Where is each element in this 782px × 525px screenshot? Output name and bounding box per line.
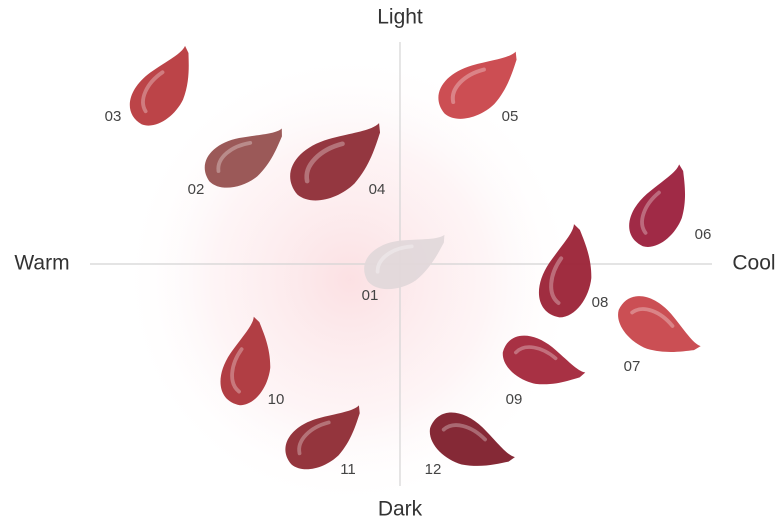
swatch-label: 03	[105, 108, 122, 125]
swatch	[285, 405, 360, 470]
swatch	[429, 412, 515, 466]
swatch-label: 10	[268, 391, 285, 408]
swatch-highlight	[297, 420, 331, 456]
swatch-highlight	[141, 70, 165, 114]
swatch	[629, 164, 685, 247]
swatch-label: 07	[624, 358, 641, 375]
swatch-highlight	[549, 256, 564, 305]
swatch	[220, 316, 271, 406]
swatch-label: 04	[369, 181, 386, 198]
swatch-highlight	[514, 345, 558, 361]
swatch	[204, 128, 282, 188]
swatch-label: 02	[188, 181, 205, 198]
swatch-label: 11	[340, 461, 356, 478]
axis-label-bottom: Dark	[378, 498, 423, 521]
swatch	[364, 234, 445, 290]
swatch-label: 08	[592, 294, 609, 311]
swatch	[618, 296, 701, 352]
swatch-label: 05	[502, 108, 519, 125]
axis-label-left: Warm	[14, 252, 69, 275]
swatch-highlight	[640, 190, 661, 235]
swatch-highlight	[375, 244, 414, 274]
swatch-highlight	[304, 141, 345, 184]
axis-label-top: Light	[377, 6, 423, 29]
swatch-highlight	[216, 140, 253, 173]
swatch	[502, 335, 586, 385]
axis-label-right: Cool	[732, 252, 775, 275]
swatch-group: 01 02 03 04 05 06 07 08 09 10 11 12	[105, 45, 712, 478]
swatch-highlight	[230, 347, 244, 394]
swatch-highlight	[450, 67, 486, 105]
swatch-highlight	[441, 423, 487, 442]
swatch	[129, 45, 189, 126]
swatch	[438, 51, 517, 119]
swatch	[290, 123, 381, 201]
swatch-label: 12	[425, 461, 442, 478]
swatch-highlight	[630, 307, 675, 328]
swatch-label: 09	[506, 391, 523, 408]
swatch-label: 06	[695, 226, 712, 243]
swatch-label: 01	[362, 287, 379, 304]
swatch	[538, 224, 592, 318]
